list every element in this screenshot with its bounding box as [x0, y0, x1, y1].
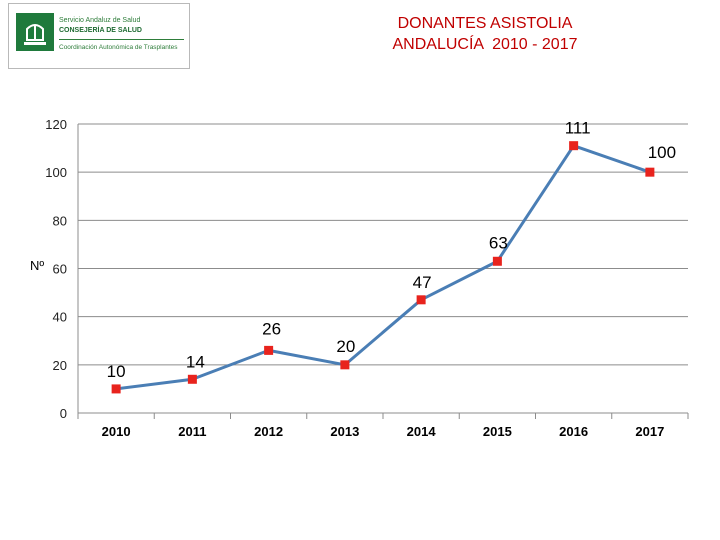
junta-andalucia-emblem-icon [16, 13, 54, 51]
data-label: 10 [107, 362, 126, 381]
chart-title-line-2: ANDALUCÍA 2010 - 2017 [392, 36, 578, 53]
data-point-marker [187, 374, 197, 384]
y-tick-label: 40 [53, 310, 67, 325]
data-point-marker [569, 141, 579, 151]
data-label: 111 [565, 119, 591, 138]
data-point-marker [340, 360, 350, 370]
series-line [115, 144, 651, 391]
data-label: 100 [648, 143, 676, 162]
data-point-marker [416, 295, 426, 305]
x-tick-label: 2010 [102, 424, 131, 439]
x-tick-label: 2016 [559, 424, 588, 439]
y-tick-label: 60 [53, 262, 67, 277]
logo-divider [59, 39, 184, 40]
y-tick-label: 120 [45, 117, 67, 132]
data-label: 47 [413, 273, 432, 292]
y-tick-label: 0 [60, 406, 67, 421]
x-tick-label: 2015 [483, 424, 512, 439]
y-tick-label: 80 [53, 213, 67, 228]
x-tick-label: 2017 [635, 424, 664, 439]
x-tick-label: 2012 [254, 424, 283, 439]
x-tick-label: 2011 [178, 424, 206, 439]
data-label: 20 [336, 337, 355, 356]
logo-panel: Servicio Andaluz de Salud CONSEJERÍA DE … [8, 3, 190, 69]
chart-title-line-1: DONANTES ASISTOLIA [397, 15, 573, 32]
y-tick-label: 20 [53, 358, 67, 373]
x-tick-label: 2014 [407, 424, 437, 439]
chart-title: DONANTES ASISTOLIA ANDALUCÍA 2010 - 2017 [340, 13, 630, 55]
data-point-marker [492, 256, 502, 266]
y-axis-label: Nº [30, 258, 44, 273]
data-label: 26 [262, 319, 281, 338]
logo-text-sas: Servicio Andaluz de Salud [59, 17, 141, 24]
data-point-marker [264, 345, 274, 355]
x-tick-label: 2013 [330, 424, 359, 439]
data-label: 63 [489, 233, 508, 252]
data-label: 14 [186, 352, 205, 371]
data-point-marker [645, 167, 655, 177]
data-point-marker [111, 384, 121, 394]
logo-text-coordinacion: Coordinación Autonómica de Trasplantes [59, 44, 178, 51]
logo-text-consejeria: CONSEJERÍA DE SALUD [59, 27, 142, 34]
y-tick-label: 100 [45, 165, 67, 180]
